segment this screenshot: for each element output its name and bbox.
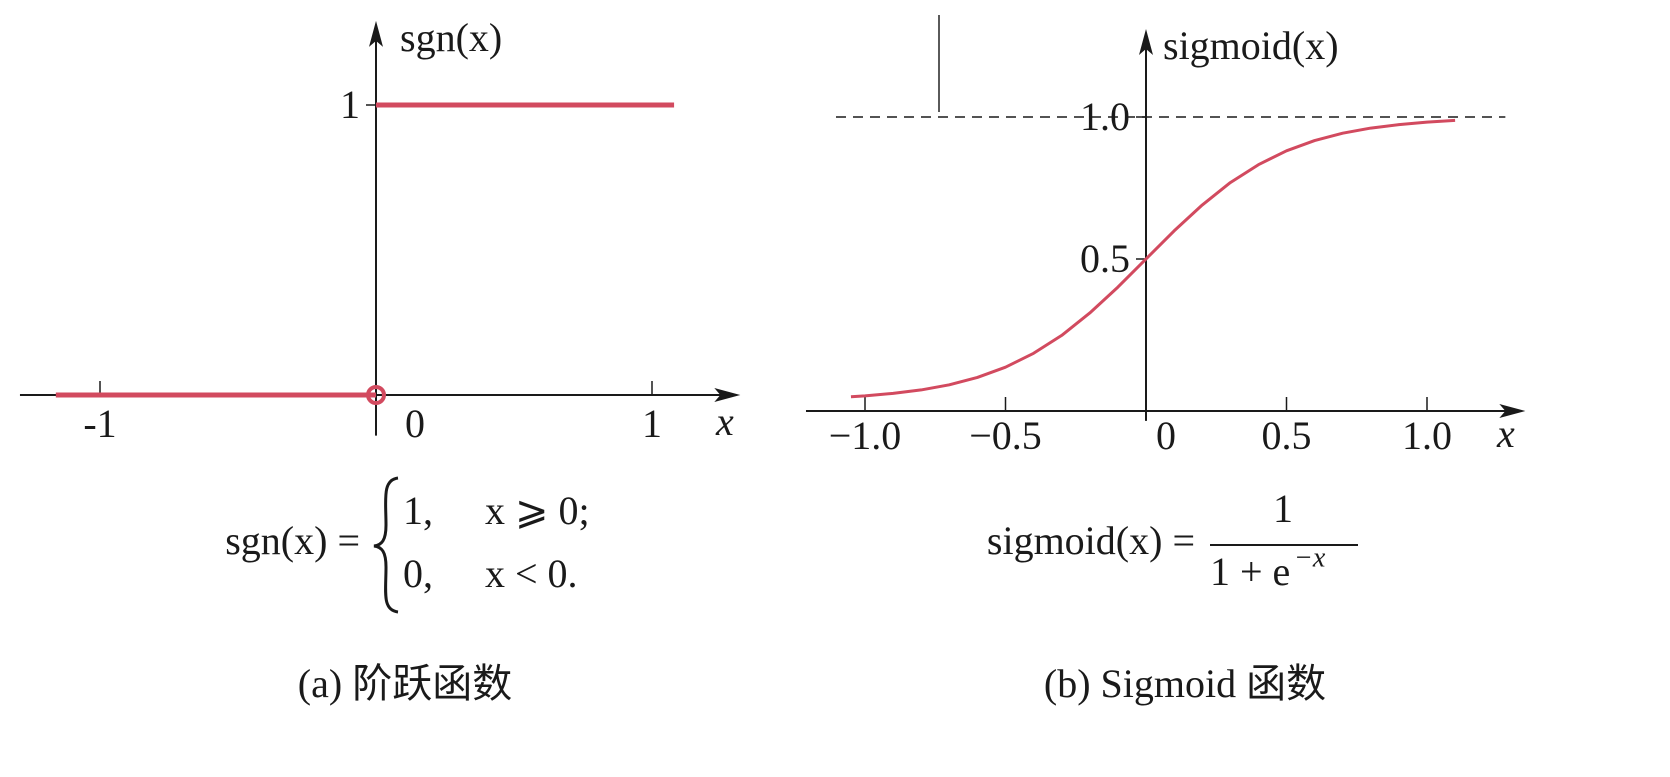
case-value: 0, (403, 551, 433, 596)
x-tick-label: 0 (405, 401, 425, 446)
y-tick-label: 0.5 (1080, 236, 1130, 281)
formula-lhs: sigmoid(x) = (987, 518, 1195, 563)
x-tick-label: 0.5 (1262, 413, 1312, 458)
x-tick-label: −1.0 (829, 413, 902, 458)
plots: -1 0 1 1 −1.0 −0.5 0 0.5 1.0 0.5 1.0 (19, 20, 1526, 458)
open-point (366, 385, 386, 405)
y-tick-label: 1.0 (1080, 94, 1130, 139)
x-axis-arrow (714, 388, 741, 402)
case-condition: x ⩾ 0; (485, 488, 590, 533)
x-axis-arrow (1499, 404, 1526, 418)
y-tick-label: 1 (340, 82, 360, 127)
brace (373, 476, 399, 614)
x-tick-label: -1 (83, 401, 116, 446)
caption: (b) Sigmoid 函数 (1044, 661, 1326, 706)
caption: (a) 阶跃函数 (298, 661, 512, 706)
x-tick-label: 0 (1156, 413, 1176, 458)
exponent: −x (1294, 542, 1326, 573)
case-value: 1, (403, 488, 433, 533)
x-tick-label: −0.5 (969, 413, 1042, 458)
formula-lhs: sgn(x) = (225, 518, 360, 563)
y-axis-arrow (1139, 28, 1153, 55)
x-tick-label: 1 (642, 401, 662, 446)
x-tick-label: 1.0 (1402, 413, 1452, 458)
x-axis-label: x (1496, 411, 1515, 456)
case-condition: x < 0. (485, 551, 578, 596)
y-axis-label: sgn(x) (400, 15, 502, 60)
numerator: 1 (1273, 486, 1293, 531)
y-axis-label: sigmoid(x) (1163, 23, 1339, 68)
y-axis-arrow (369, 20, 383, 47)
x-axis-label: x (715, 399, 734, 444)
series-line (850, 118, 1456, 399)
denominator: 1 + e (1210, 549, 1290, 594)
